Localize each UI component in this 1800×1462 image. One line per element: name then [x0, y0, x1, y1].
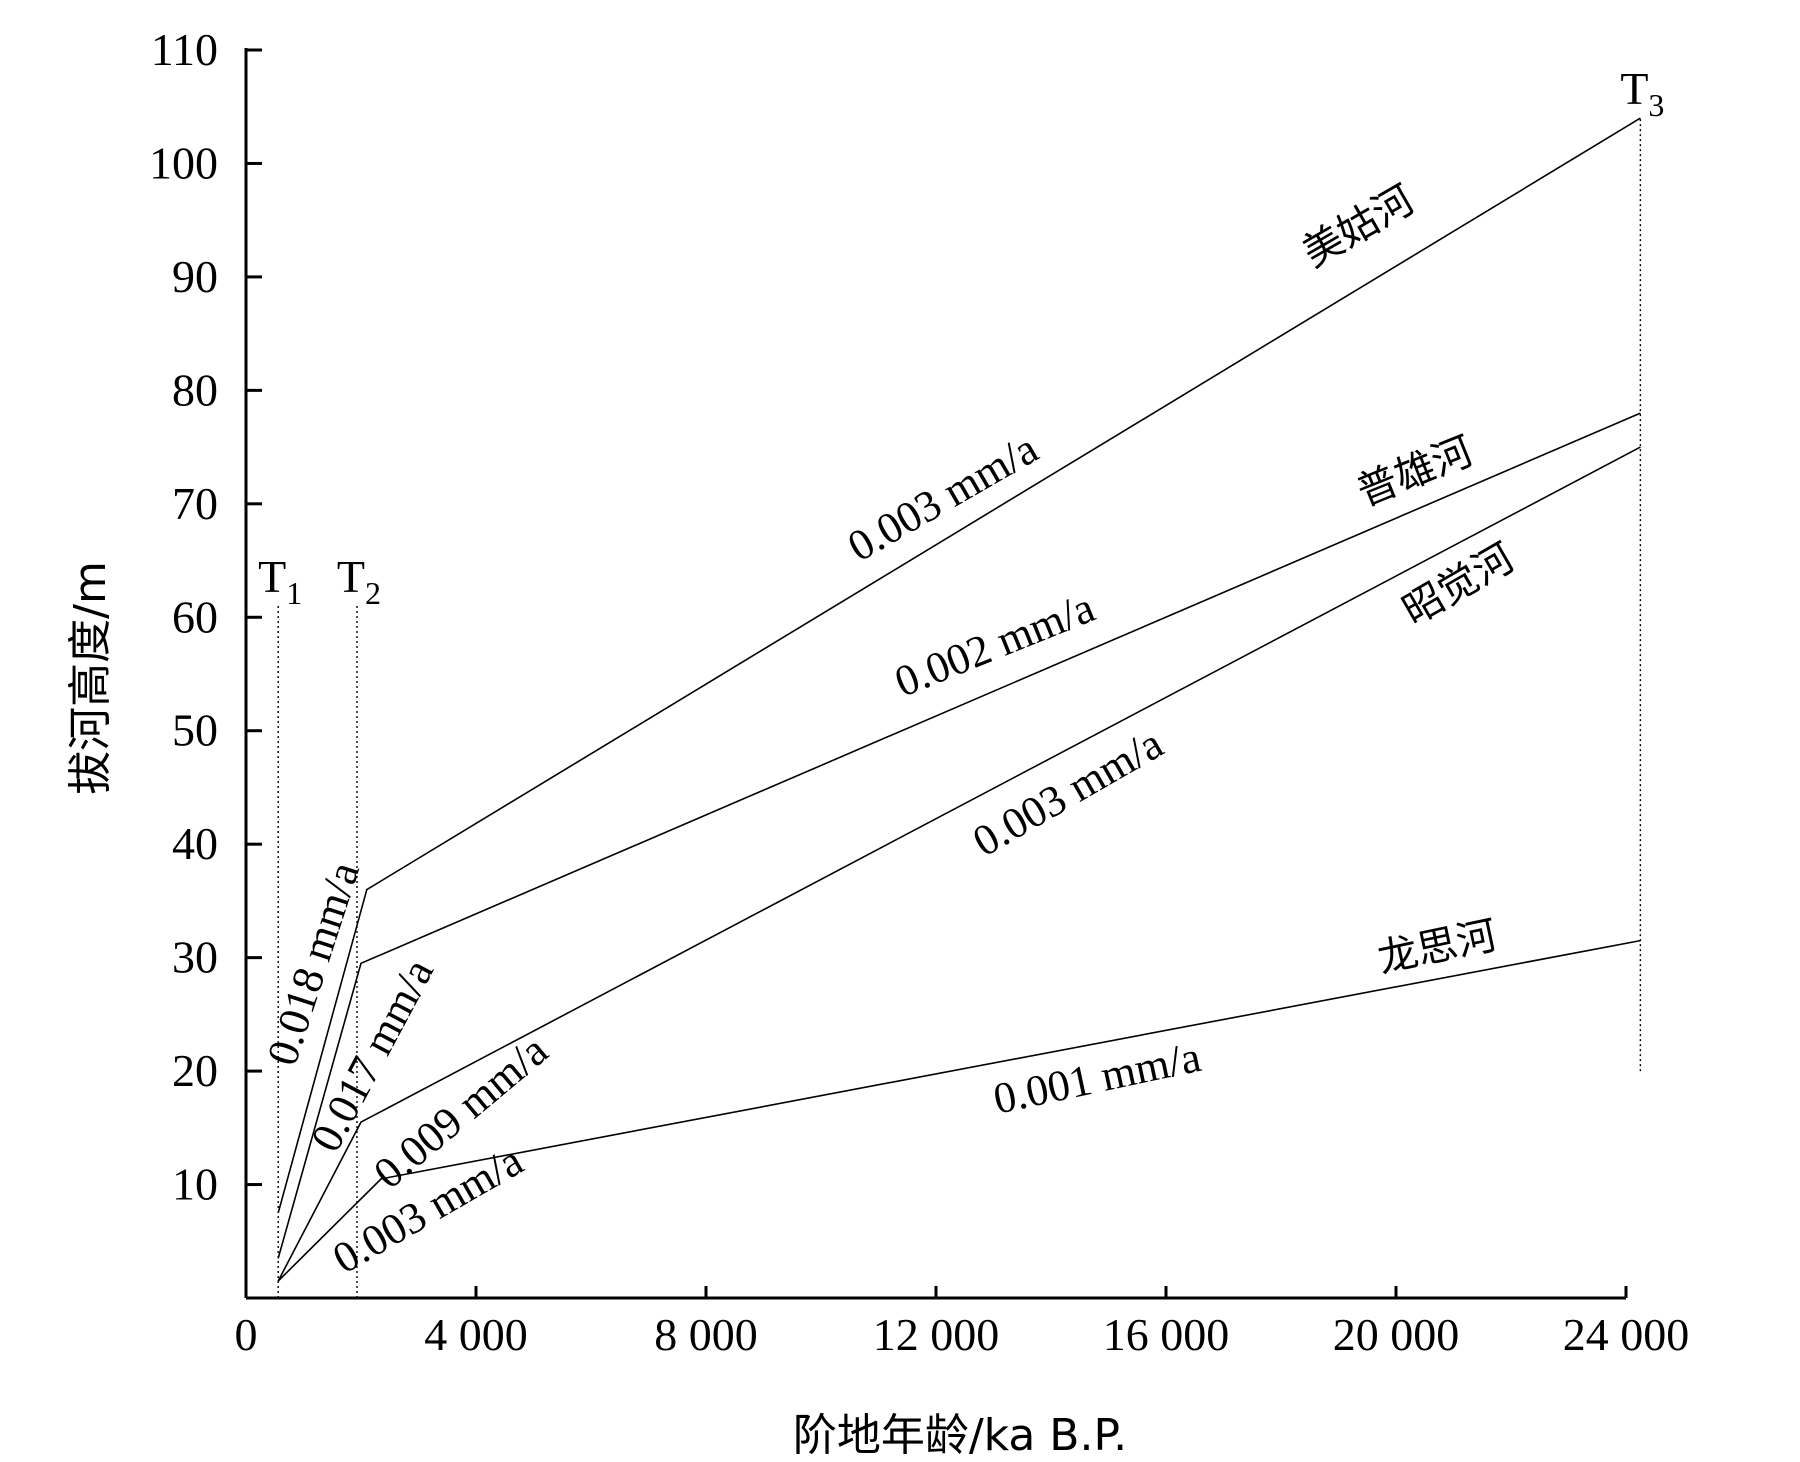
y-tick-label: 110: [151, 24, 218, 75]
river-label-puxiong: 普雄河: [1351, 428, 1479, 516]
y-tick-label: 10: [172, 1159, 218, 1210]
x-tick-label: 12 000: [873, 1309, 1000, 1360]
y-tick-label: 90: [172, 251, 218, 302]
river-label-longsi: 龙思河: [1374, 912, 1501, 982]
y-tick-label: 50: [172, 705, 218, 756]
x-tick-label: 20 000: [1333, 1309, 1460, 1360]
annotations: 拔河高度/m 阶地年龄/ka B.P. 美姑河 普雄河 昭觉河 龙思河 0.00…: [65, 177, 1522, 1461]
rate-label-longsi-upper: 0.001 mm/a: [989, 1032, 1205, 1124]
x-tick-label: 24 000: [1563, 1309, 1690, 1360]
river-label-zhaojue: 昭觉河: [1395, 535, 1522, 635]
series-line-puxiong: [277, 412, 1641, 1259]
x-tick-label: 8 000: [654, 1309, 758, 1360]
terrace-label-t3: T3: [1620, 63, 1664, 123]
y-tick-label: 80: [172, 364, 218, 415]
series-lines: [277, 117, 1641, 1282]
y-axis-title: 拔河高度/m: [65, 561, 116, 795]
terrace-lines: T1 T2 T3: [258, 63, 1664, 1298]
series-line-meigu: [277, 117, 1641, 1214]
terrace-label-t2: T2: [337, 551, 381, 611]
y-tick-label: 20: [172, 1045, 218, 1096]
series-line-zhaojue: [277, 446, 1641, 1282]
y-tick-label: 30: [172, 932, 218, 983]
x-axis-title: 阶地年龄/ka B.P.: [793, 1410, 1127, 1461]
y-tick-label: 70: [172, 478, 218, 529]
rate-label-puxiong-upper: 0.002 mm/a: [888, 582, 1101, 706]
x-tick-label: 0: [235, 1309, 258, 1360]
terrace-label-t1: T1: [258, 551, 302, 611]
rate-label-zhaojue-upper: 0.003 mm/a: [964, 719, 1171, 867]
series-line-longsi: [277, 939, 1641, 1282]
y-tick-label: 60: [172, 591, 218, 642]
x-tick-label: 16 000: [1103, 1309, 1230, 1360]
y-tick-label: 40: [172, 818, 218, 869]
x-tick-label: 4 000: [424, 1309, 528, 1360]
y-tick-label: 100: [149, 137, 218, 188]
axes: 0 4 000 8 000 12 000 16 000 20 000 24 000 10 20 3…: [149, 24, 1689, 1360]
